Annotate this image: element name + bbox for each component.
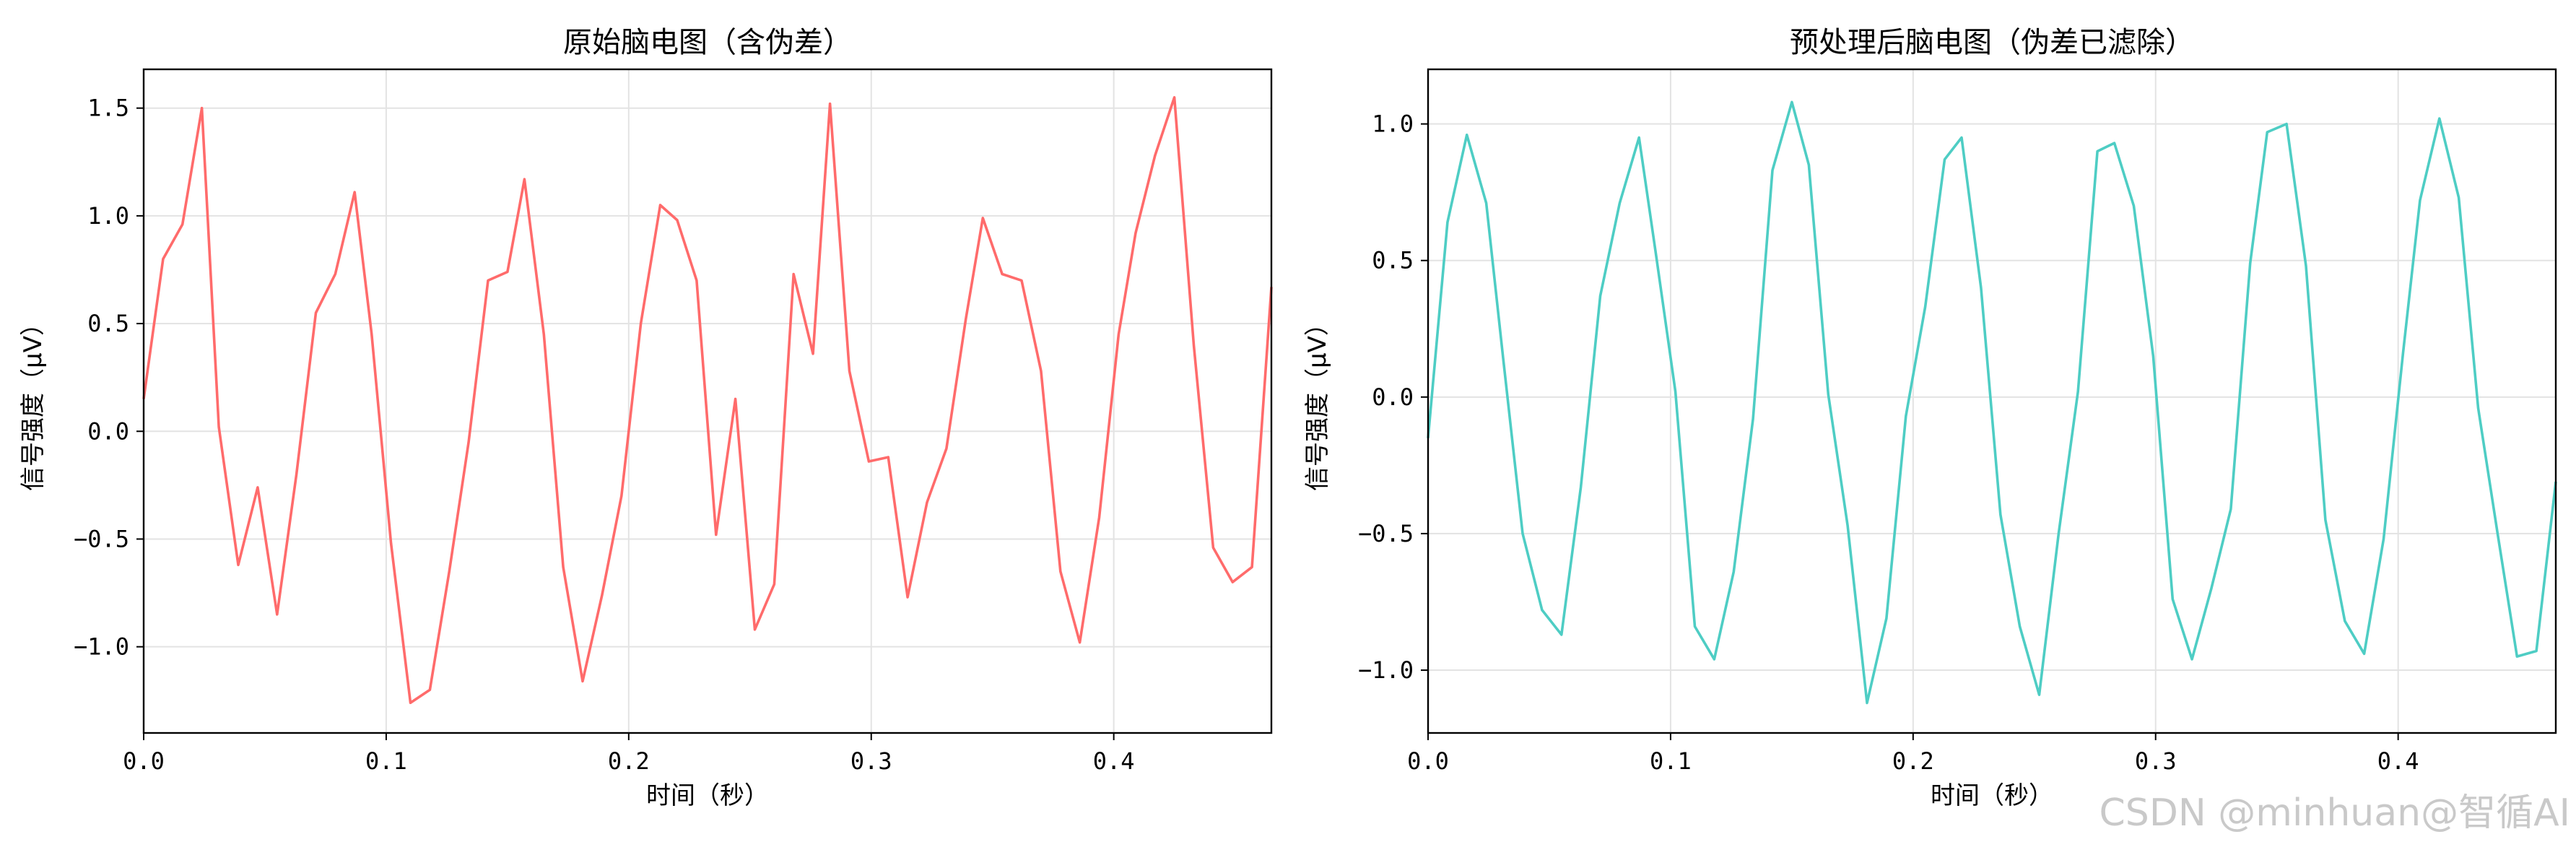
series-line [1427, 100, 2557, 705]
chart-title: 原始脑电图（含伪差） [563, 26, 852, 59]
y-axis-label: 信号强度（μV） [1303, 311, 1332, 491]
x-axis-label: 时间（秒） [646, 781, 769, 810]
y-axis-label: 信号强度（μV） [19, 311, 48, 491]
x-tick-label: 0.3 [2135, 747, 2177, 775]
x-tick-label: 0.4 [1093, 747, 1135, 775]
y-tick-label: −1.0 [74, 633, 129, 661]
x-axis-label: 时间（秒） [1931, 781, 2053, 810]
y-tick-label: 0.0 [1372, 383, 1414, 411]
chart-title: 预处理后脑电图（伪差已滤除） [1790, 26, 2194, 59]
y-tick-label: 0.5 [1372, 247, 1414, 274]
x-tick-label: 0.3 [850, 747, 892, 775]
x-tick-label: 0.0 [123, 747, 165, 775]
x-tick-label: 0.1 [365, 747, 407, 775]
y-tick-label: 1.0 [1372, 110, 1414, 138]
chart-preprocessed-eeg: 0.0 0.1 0.2 0.3 0.4 −1.0 −0.5 0.0 0.5 1.0 预处理后脑电图（… [1303, 26, 2557, 810]
y-tick-label: −0.5 [74, 525, 129, 552]
x-tick-label: 0.0 [1407, 747, 1449, 775]
x-tick-label: 0.4 [2377, 747, 2419, 775]
watermark-text: CSDN @minhuan@智循AI [2099, 791, 2571, 835]
axes-frame [1427, 68, 2557, 734]
chart-raw-eeg: 0.0 0.1 0.2 0.3 0.4 −1.0 −0.5 0.0 0.5 1.0 1.5 原始脑电图… [19, 26, 1273, 810]
series-line [142, 96, 1273, 705]
y-tick-label: 0.5 [87, 310, 129, 337]
x-tick-label: 0.2 [608, 747, 650, 775]
y-tick-label: −1.0 [1358, 656, 1414, 684]
y-tick-label: −0.5 [1358, 520, 1414, 547]
axes-frame [142, 68, 1273, 734]
y-tick-label: 0.0 [87, 417, 129, 445]
x-tick-label: 0.1 [1650, 747, 1692, 775]
y-tick-label: 1.0 [87, 202, 129, 230]
x-tick-label: 0.2 [1892, 747, 1934, 775]
y-tick-label: 1.5 [87, 95, 129, 122]
